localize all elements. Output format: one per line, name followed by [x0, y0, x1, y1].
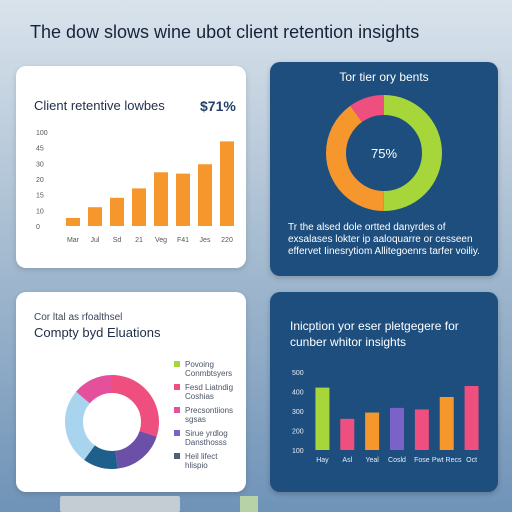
insights-ytick: 200 [292, 429, 304, 436]
legend-label: Heil lifect hlispio [185, 452, 218, 470]
legend-label: Sirue yrdlog Dansthosss [185, 429, 228, 447]
retention-xlabel: 220 [221, 237, 233, 244]
insights-xlabel: Fose [414, 457, 430, 464]
retention-bar [88, 207, 102, 226]
legend-swatch [174, 430, 180, 436]
legend-label: Precsontiions sgsas [185, 406, 234, 424]
donut-card-top: Tor tier ory bents 75% Tr the alsed dole… [270, 62, 498, 276]
insights-xlabel: Pwt Recs [432, 457, 462, 464]
donut-top-description: Tr the alsed dole ortted danyrdes of exs… [288, 222, 480, 257]
insights-bar [340, 418, 355, 450]
retention-xlabel: Jes [200, 237, 211, 244]
footer-strip [60, 496, 180, 512]
donut-bottom-chart [65, 375, 159, 469]
insights-bar [365, 412, 380, 450]
retention-chart-title: Client retentive lowbes [34, 98, 165, 113]
retention-ytick: 20 [36, 177, 44, 184]
insights-xlabel: Hay [316, 457, 329, 464]
retention-bar [154, 172, 168, 226]
legend-item: Heil lifect hlispio [174, 452, 242, 470]
insights-ytick: 100 [292, 448, 304, 455]
donut-top-chart: 75% [326, 95, 442, 211]
insights-bar [439, 396, 454, 450]
insights-bar [315, 387, 330, 450]
page-headline: The dow slows wine ubot client retention… [30, 22, 420, 42]
donut-top-slice [326, 95, 442, 211]
retention-bar [66, 217, 80, 226]
legend-item: Precsontiions sgsas [174, 406, 242, 424]
footer-strip-accent [240, 496, 258, 512]
retention-xlabel: Mar [67, 237, 80, 244]
legend-label: Fesd Liatndig Coshias [185, 383, 234, 401]
retention-ytick: 15 [36, 193, 44, 200]
legend-swatch [174, 361, 180, 367]
donut-bottom-legend: Povoing Conmbtsyers Fesd Liatndig Coshias… [174, 360, 242, 475]
retention-xlabel: Jul [91, 237, 100, 244]
retention-bar [198, 164, 212, 226]
retention-bar [176, 173, 190, 226]
insights-xlabel: Oct [466, 457, 477, 464]
retention-bar [110, 197, 124, 226]
retention-ytick: 10 [36, 208, 44, 215]
retention-xlabel: Sd [113, 237, 122, 244]
retention-bar [220, 141, 234, 226]
legend-swatch [174, 407, 180, 413]
legend-swatch [174, 453, 180, 459]
legend-item: Povoing Conmbtsyers [174, 360, 242, 378]
retention-ytick: 30 [36, 161, 44, 168]
legend-label: Povoing Conmbtsyers [185, 360, 233, 378]
insights-xlabel: Asl [342, 457, 352, 464]
retention-bar-card: Client retentive lowbes $71% 100 45 30 20 15… [16, 66, 246, 268]
donut-bottom-title: Compty byd Eluations [34, 325, 161, 340]
donut-bottom-slice [65, 375, 159, 469]
insights-ytick: 500 [292, 370, 304, 377]
retention-xlabel: F41 [177, 237, 189, 244]
insights-bar [390, 407, 404, 450]
insights-chart-title: Inicption yor eser pletgegere for cunber… [290, 319, 459, 349]
retention-xlabel: 21 [135, 237, 143, 244]
retention-ytick: 45 [36, 146, 44, 153]
insights-bar-chart: 500 400 300 200 100 Hay Asl Yeal Cosld Fose Pwt R… [292, 370, 479, 464]
insights-bar [414, 409, 429, 450]
retention-bar [132, 188, 146, 226]
donut-top-title: Tor tier ory bents [339, 70, 429, 84]
retention-ytick: 0 [36, 224, 40, 231]
legend-item: Sirue yrdlog Dansthosss [174, 429, 242, 447]
donut-bottom-subtitle: Cor ltal as rfoalthsel [34, 312, 123, 323]
donut-card-bottom: Cor ltal as rfoalthsel Compty byd Eluati… [16, 292, 246, 492]
legend-swatch [174, 384, 180, 390]
retention-stat: $71% [200, 98, 236, 114]
insights-ytick: 300 [292, 409, 304, 416]
insights-bar [464, 386, 479, 450]
donut-top-center-label: 75% [371, 146, 397, 161]
donut-bottom-slice [65, 375, 159, 469]
legend-item: Fesd Liatndig Coshias [174, 383, 242, 401]
donut-top-slice [326, 95, 442, 211]
insights-xlabel: Cosld [388, 457, 406, 464]
retention-xlabel: Veg [155, 237, 167, 244]
insights-bar-card: Inicption yor eser pletgegere for cunber… [270, 292, 498, 492]
donut-bottom-slice [65, 375, 159, 469]
insights-xlabel: Yeal [365, 457, 379, 464]
retention-ytick: 100 [36, 130, 48, 137]
insights-ytick: 400 [292, 390, 304, 397]
